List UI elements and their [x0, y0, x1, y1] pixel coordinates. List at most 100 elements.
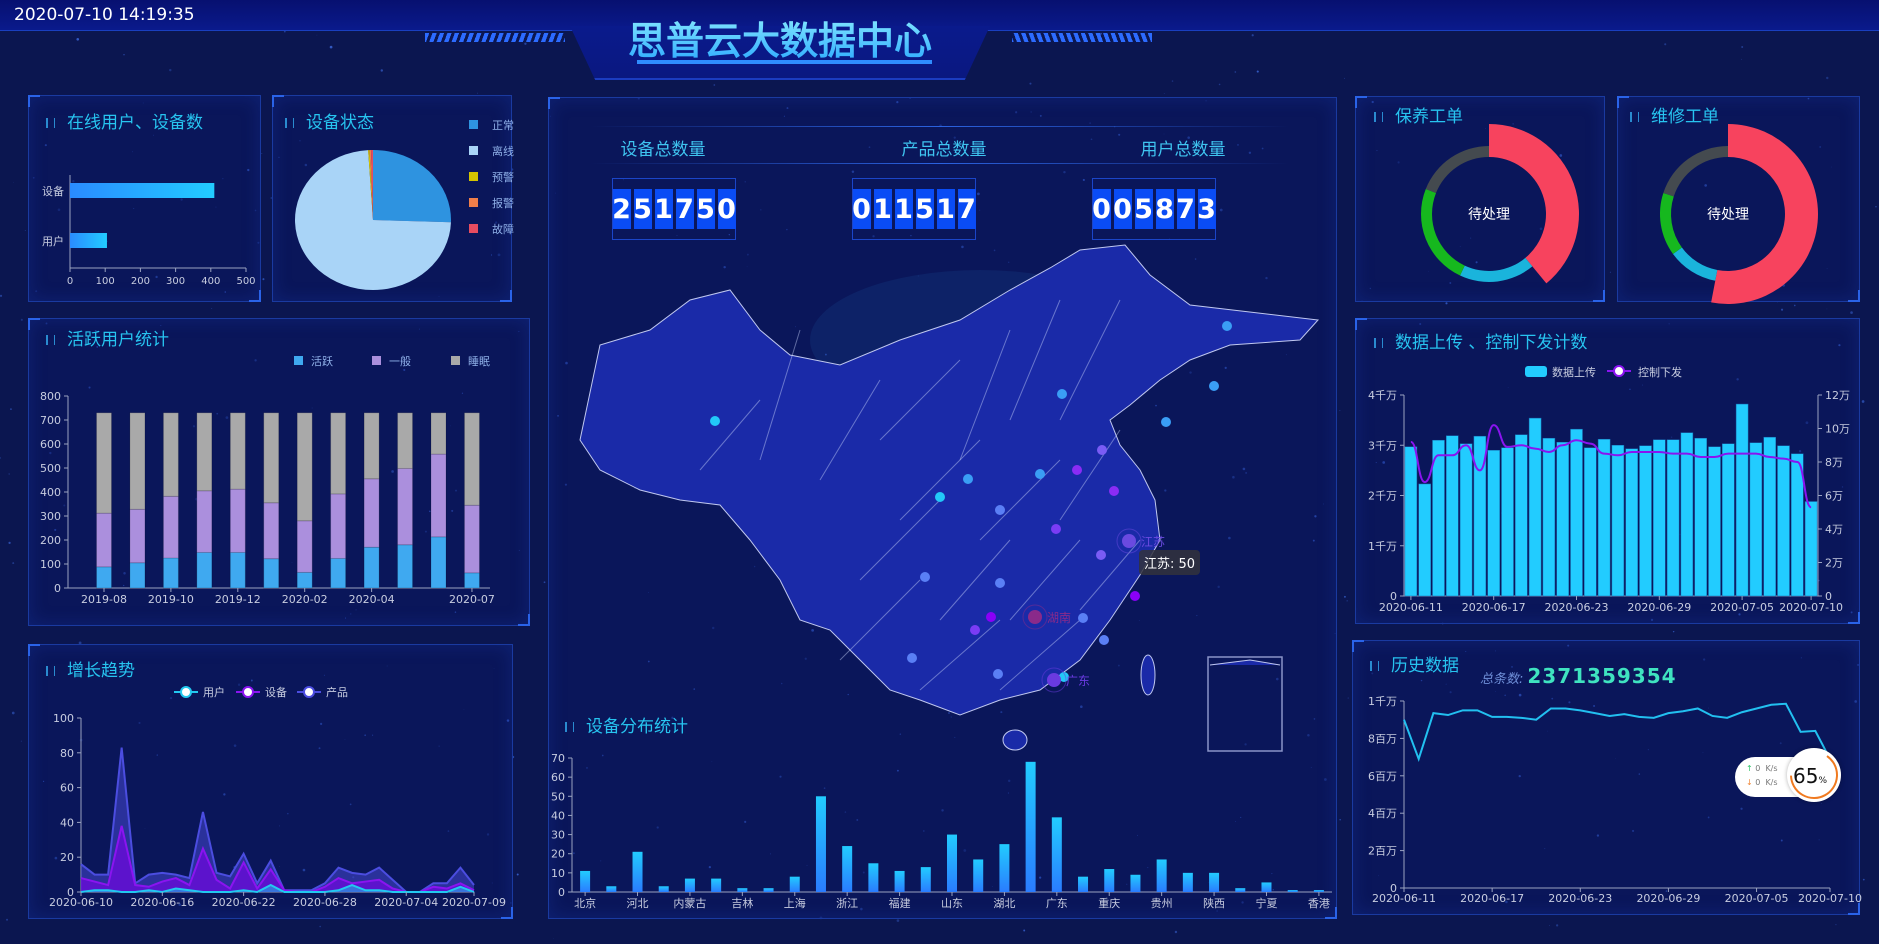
title-bars-icon — [1630, 112, 1639, 122]
upload-bar — [1708, 446, 1721, 597]
province-border — [699, 399, 761, 471]
control-line — [1409, 424, 1813, 509]
repair-center-label: 待处理 — [1707, 207, 1749, 223]
digit: 3 — [1197, 189, 1216, 229]
dist-x-label: 浙江 — [836, 897, 858, 910]
growth-y-tick-label: 40 — [60, 816, 74, 829]
progress-arc — [1790, 755, 1838, 799]
bar-睡眠 — [263, 412, 280, 504]
dist-x-label: 广东 — [1046, 897, 1068, 910]
panel-title-repair: 维修工单 — [1630, 102, 1719, 127]
network-speed-widget[interactable]: ↑ 0 K/s ↓ 0 K/s 65% — [1735, 748, 1841, 802]
bar-睡眠 — [430, 412, 447, 455]
province-border — [899, 439, 981, 521]
map-point — [1051, 524, 1061, 534]
map-highlight-point — [1028, 610, 1042, 624]
dist-bar — [789, 876, 800, 892]
map-point — [907, 653, 917, 663]
area-产品 — [81, 747, 474, 892]
upload-value: 0 — [1755, 764, 1761, 773]
upload-right-tick-label: 6万 — [1825, 490, 1843, 503]
upload-right-tick-label: 0 — [1825, 590, 1832, 603]
map-point — [970, 625, 980, 635]
title-bars-icon — [46, 666, 55, 676]
dist-bar — [1025, 761, 1036, 892]
dist-bar — [1130, 874, 1141, 892]
province-border — [1059, 429, 1121, 521]
upload-bar — [1735, 403, 1749, 597]
legend-label: 控制下发 — [1638, 365, 1682, 379]
dist-y-tick-label: 60 — [551, 771, 565, 784]
digit: 8 — [1155, 189, 1174, 229]
active-x-label: 2020-04 — [349, 593, 395, 606]
bar-睡眠 — [162, 412, 179, 497]
panel-title-maintenance: 保养工单 — [1374, 102, 1463, 127]
map-outline — [579, 244, 1320, 716]
digit: 1 — [873, 189, 892, 229]
map-tooltip: 江苏: 50 — [1139, 550, 1201, 575]
history-x-label: 2020-06-17 — [1460, 892, 1524, 905]
dist-bar — [973, 859, 984, 892]
map-point — [1130, 591, 1140, 601]
active-y-tick-label: 0 — [54, 582, 61, 595]
legend-label: 正常 — [492, 119, 514, 132]
map-point — [920, 572, 930, 582]
bar-活跃 — [330, 557, 347, 589]
legend-label: 一般 — [389, 355, 411, 368]
digit: 1 — [654, 189, 673, 229]
dist-x-label: 福建 — [889, 896, 911, 910]
upload-left-tick-label: 1千万 — [1368, 540, 1397, 553]
dist-bar — [868, 863, 879, 892]
dist-x-label: 香港 — [1308, 897, 1330, 910]
legend-swatch — [469, 198, 478, 207]
province-border — [1009, 299, 1061, 421]
title-text: 在线用户、设备数 — [67, 113, 203, 133]
percent-sign: % — [1818, 776, 1828, 786]
bar-一般 — [363, 478, 380, 548]
arrow-down-icon: ↓ — [1746, 778, 1753, 787]
title-banner — [570, 26, 990, 80]
stat-label-devices: 设备总数量 — [620, 140, 706, 160]
dist-bar — [842, 846, 853, 892]
history-y-tick-label: 2百万 — [1368, 845, 1397, 858]
province-border — [959, 329, 1011, 461]
repair-segment-1 — [1672, 247, 1718, 281]
title-underline — [637, 60, 932, 64]
arrow-up-icon: ↑ — [1746, 764, 1753, 773]
history-y-tick-label: 8百万 — [1368, 732, 1397, 745]
bar-睡眠 — [330, 412, 347, 495]
digit: 5 — [915, 189, 934, 229]
upload-left-tick-label: 3千万 — [1368, 439, 1397, 452]
maintenance-segment-1 — [1460, 257, 1533, 282]
title-text: 设备状态 — [306, 113, 374, 133]
map-point — [1161, 417, 1171, 427]
panel-title-active-users: 活跃用户统计 — [46, 325, 169, 350]
map-label: 江苏 — [1141, 535, 1165, 549]
stat-label-users: 用户总数量 — [1140, 140, 1226, 160]
dist-x-label: 北京 — [574, 896, 596, 910]
upload-bar — [1694, 437, 1707, 597]
dist-x-label: 陕西 — [1203, 896, 1225, 910]
map-point — [1222, 321, 1232, 331]
download-value: 0 — [1755, 778, 1761, 787]
online-tick-label: 500 — [236, 276, 255, 287]
panel-title-history: 历史数据 — [1370, 651, 1459, 676]
history-y-tick-label: 0 — [1390, 882, 1397, 895]
upload-bar — [1570, 428, 1583, 597]
line-用户 — [80, 883, 475, 894]
history-y-tick-label: 4百万 — [1368, 807, 1397, 820]
digit: 0 — [1092, 189, 1111, 229]
title-bars-icon — [46, 335, 55, 345]
dist-bar — [1313, 890, 1324, 892]
header-decoration-left — [425, 33, 565, 42]
south-china-sea-inset — [1207, 656, 1283, 752]
dist-bar — [606, 886, 617, 892]
map-point — [1099, 635, 1109, 645]
panel-title-device-status: 设备状态 — [285, 108, 374, 133]
percent-number: 65 — [1793, 764, 1819, 788]
bar-一般 — [430, 453, 447, 538]
growth-x-label: 2020-06-22 — [212, 896, 276, 909]
digit: 0 — [852, 189, 871, 229]
